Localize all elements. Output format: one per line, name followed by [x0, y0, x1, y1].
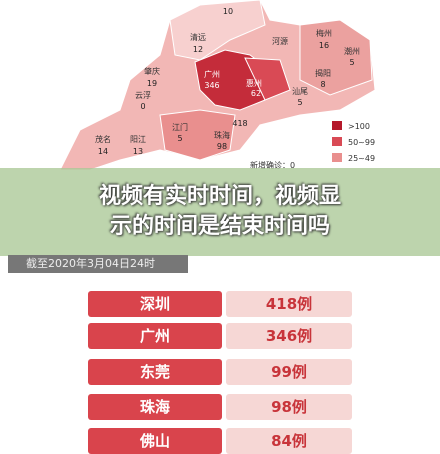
table-row: 东莞 99例 — [88, 359, 352, 385]
city: 东莞 — [88, 359, 222, 385]
region-count: 98 — [217, 142, 227, 151]
map-huizhou — [244, 57, 291, 101]
table-row: 广州 346例 — [88, 323, 352, 349]
region-count: 13 — [133, 147, 143, 156]
region-count: 12 — [193, 45, 203, 54]
legend-swatch — [332, 137, 342, 146]
region-name: 河源 — [272, 36, 288, 46]
map-north — [169, 0, 266, 61]
region-count: 19 — [147, 79, 157, 88]
table-row: 深圳 418例 — [88, 291, 352, 317]
legend-label: 25~49 — [348, 154, 375, 163]
map-south — [159, 109, 236, 161]
region-name: 惠州 — [246, 78, 262, 88]
video-title: 视频有实时时间，视频显 示的时间是结束时间吗 — [0, 182, 440, 242]
title-line: 示的时间是结束时间吗 — [109, 214, 330, 239]
legend-label: >100 — [348, 122, 370, 131]
table-row: 珠海 98例 — [88, 394, 352, 420]
legend-swatch — [332, 153, 342, 162]
region-count: 5 — [349, 58, 354, 67]
cases: 418例 — [226, 291, 352, 317]
legend-label: 50~99 — [348, 138, 375, 147]
region-count: 5 — [177, 134, 182, 143]
cases: 99例 — [226, 359, 352, 385]
city: 珠海 — [88, 394, 222, 420]
cases: 84例 — [226, 428, 352, 454]
region-name: 肇庆 — [144, 66, 160, 76]
region-name: 梅州 — [316, 28, 332, 38]
region-name: 清远 — [190, 32, 206, 42]
region-count: 10 — [223, 7, 233, 16]
map: 10 清远 12 河源 梅州 16 潮州 5 肇庆 19 广州 346 惠州 6… — [59, 0, 376, 170]
overlay-band — [0, 168, 440, 256]
region-name: 江门 — [172, 122, 188, 132]
legend-swatch — [332, 121, 342, 130]
cases: 346例 — [226, 323, 352, 349]
region-count: 8 — [320, 80, 325, 89]
table-row: 佛山 84例 — [88, 428, 352, 454]
region-name: 珠海 — [214, 130, 230, 140]
region-count: 5 — [297, 98, 302, 107]
caption: 截至2020年3月04日24时 — [8, 255, 188, 273]
region-name: 云浮 — [135, 90, 151, 100]
region-name: 阳江 — [130, 135, 146, 144]
region-count: 346 — [204, 81, 219, 90]
region-name: 揭阳 — [315, 68, 331, 78]
cases: 98例 — [226, 394, 352, 420]
region-count: 0 — [140, 102, 145, 111]
region-name: 汕尾 — [292, 86, 308, 96]
region-name: 潮州 — [344, 46, 360, 56]
region-count: 16 — [319, 41, 329, 50]
region-count: 418 — [232, 119, 247, 128]
city: 深圳 — [88, 291, 222, 317]
stat: 新增确诊：0 — [250, 160, 295, 170]
region-count: 14 — [98, 147, 108, 156]
city: 佛山 — [88, 428, 222, 454]
city: 广州 — [88, 323, 222, 349]
region-name: 广州 — [204, 69, 220, 79]
title-line: 视频有实时时间，视频显 — [98, 184, 341, 209]
region-name: 茂名 — [95, 134, 111, 144]
region-count: 62 — [251, 89, 261, 98]
map-east — [299, 19, 373, 96]
